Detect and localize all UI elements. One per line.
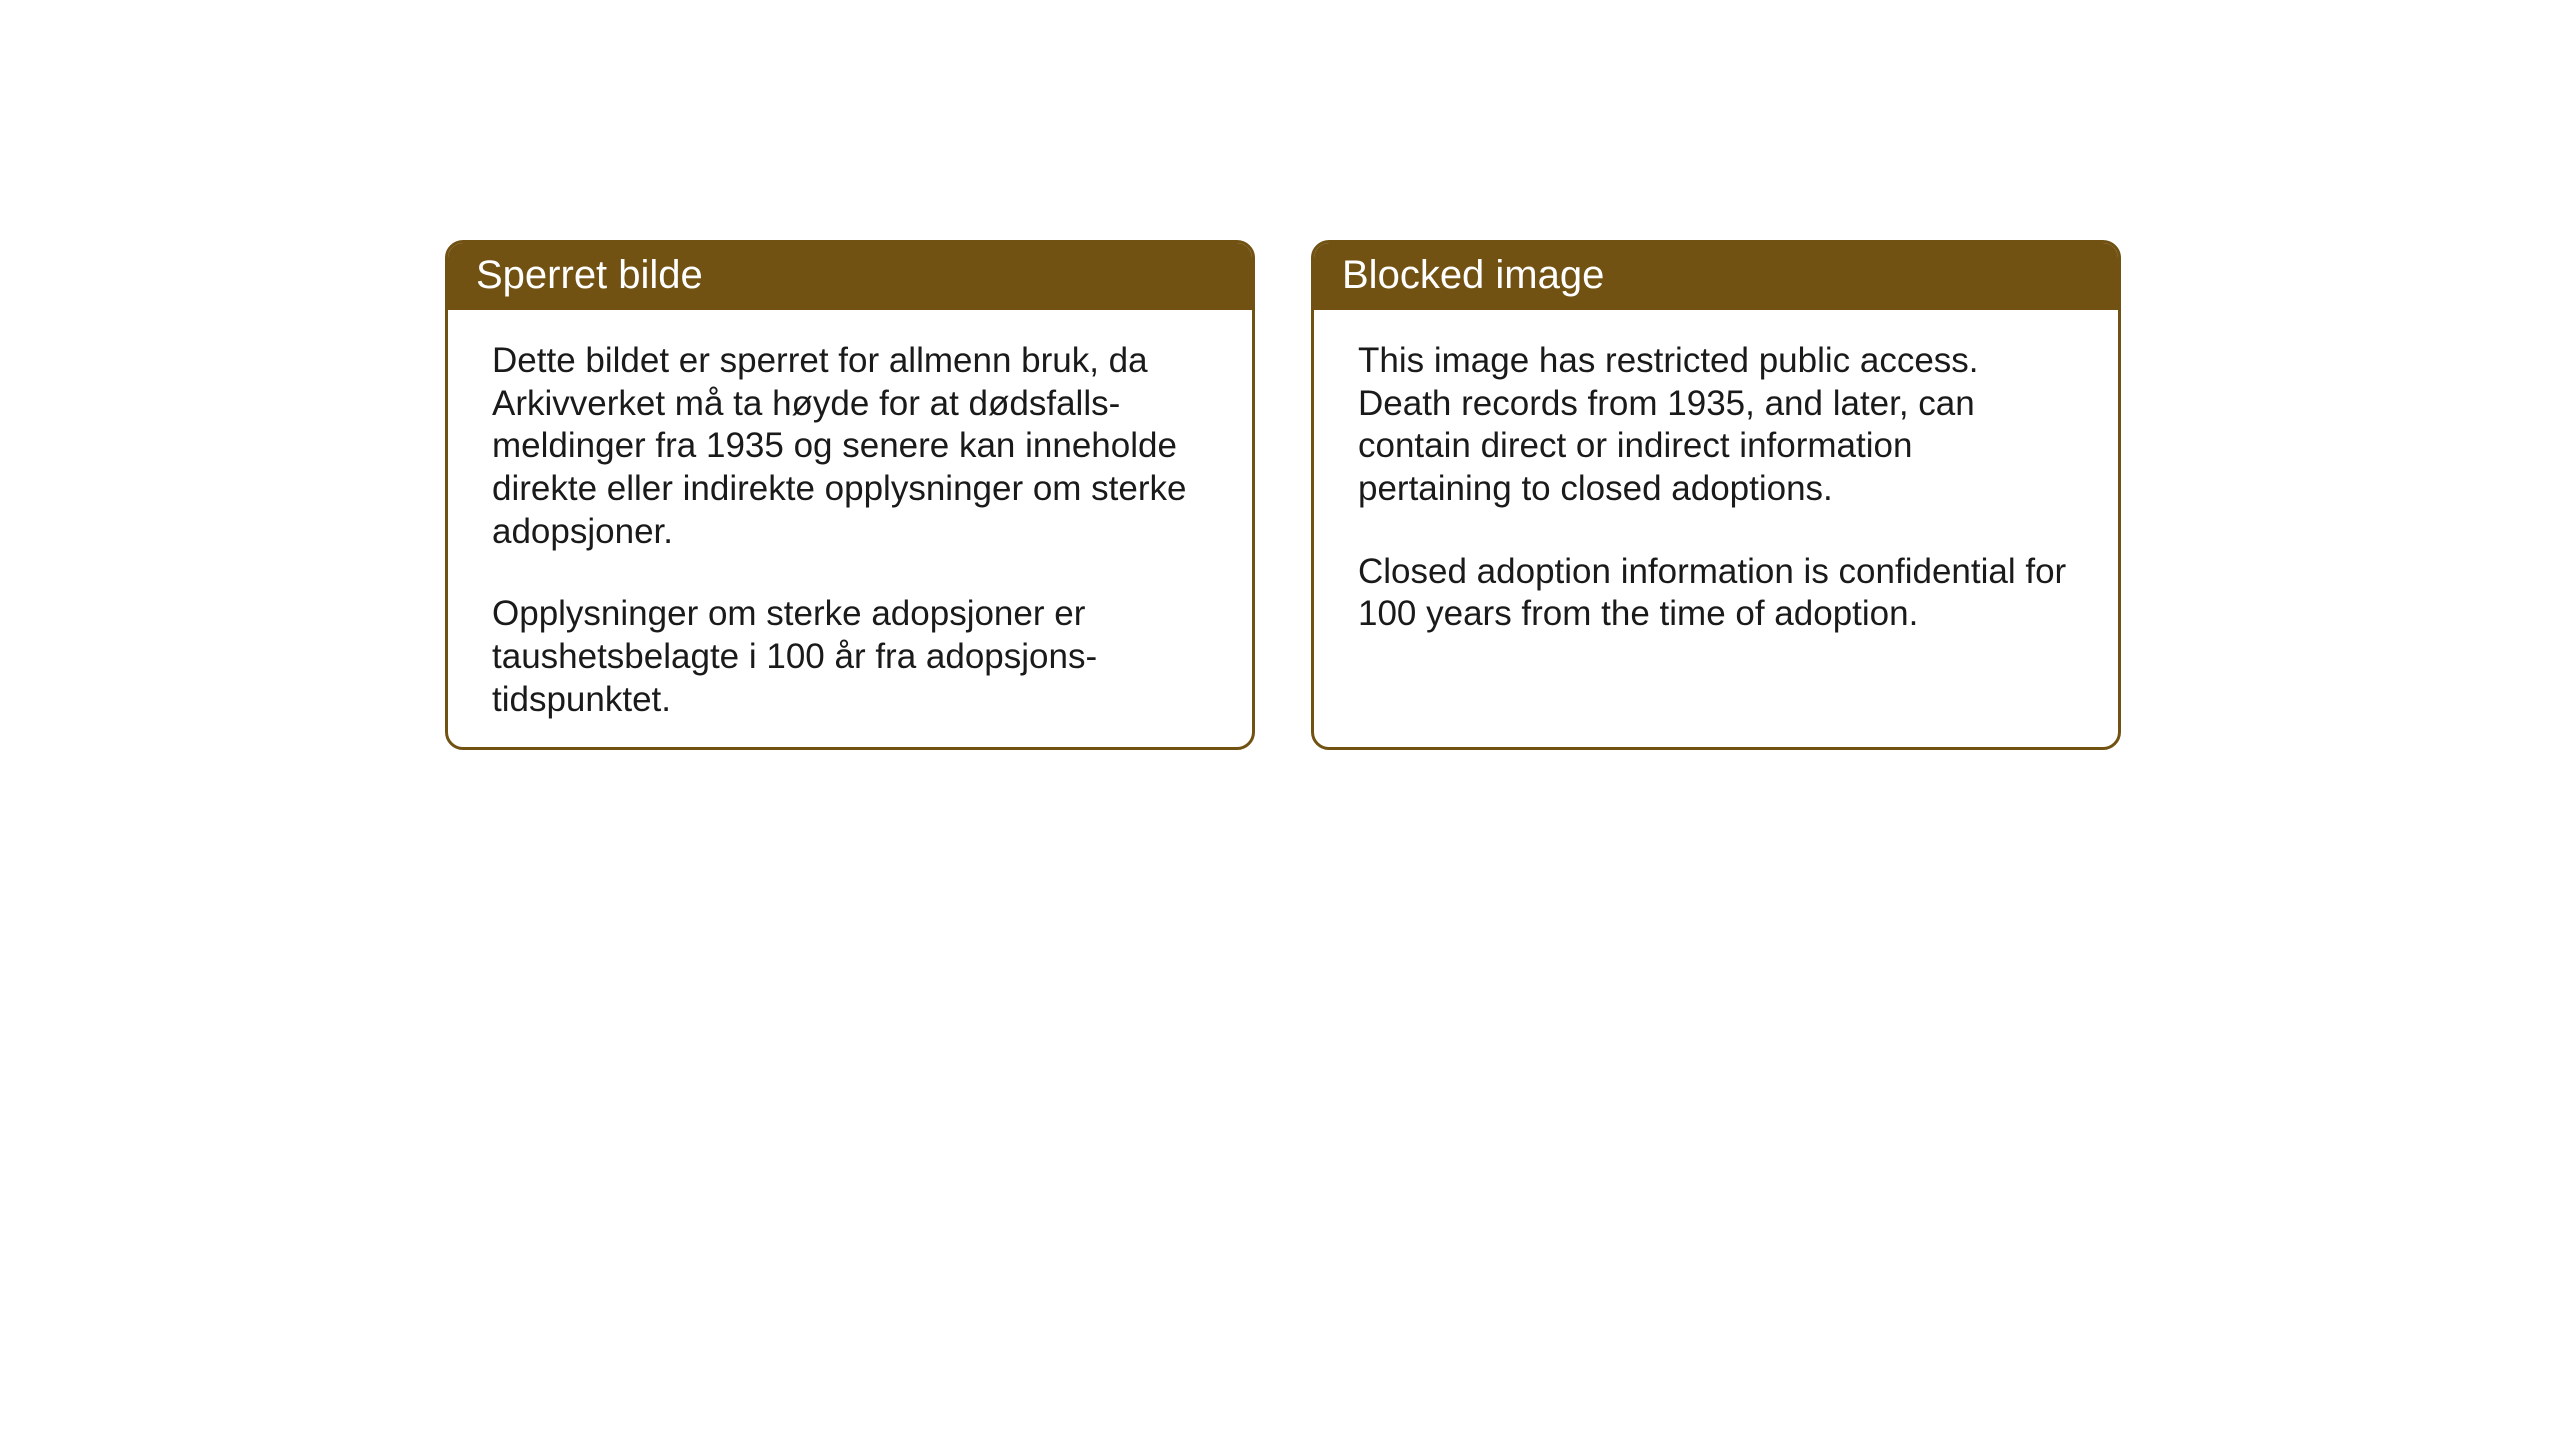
notice-header: Sperret bilde [448, 243, 1252, 310]
notice-box-norwegian: Sperret bilde Dette bildet er sperret fo… [445, 240, 1255, 750]
notice-paragraph: This image has restricted public access.… [1358, 340, 2074, 511]
notice-title: Blocked image [1342, 253, 1604, 297]
notice-header: Blocked image [1314, 243, 2118, 310]
notice-body: This image has restricted public access.… [1314, 310, 2118, 666]
notice-title: Sperret bilde [476, 253, 703, 297]
notice-paragraph: Opplysninger om sterke adopsjoner er tau… [492, 593, 1208, 721]
notice-paragraph: Closed adoption information is confident… [1358, 551, 2074, 636]
notice-box-english: Blocked image This image has restricted … [1311, 240, 2121, 750]
notice-container: Sperret bilde Dette bildet er sperret fo… [0, 0, 2560, 750]
notice-paragraph: Dette bildet er sperret for allmenn bruk… [492, 340, 1208, 553]
notice-body: Dette bildet er sperret for allmenn bruk… [448, 310, 1252, 750]
